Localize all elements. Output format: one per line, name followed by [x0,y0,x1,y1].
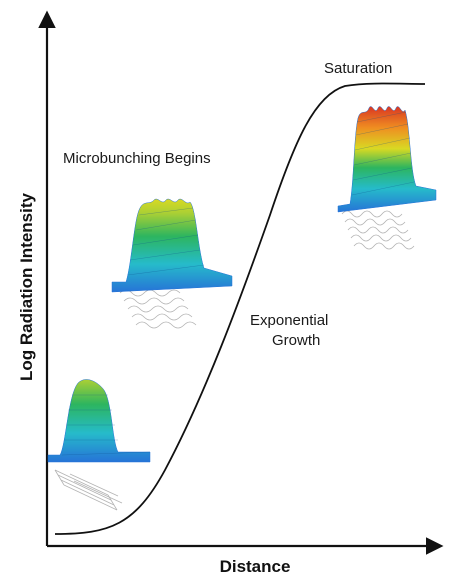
electron-bunch-mid [119,289,197,329]
beam-profile-low [47,379,151,511]
y-axis-title: Log Radiation Intensity [17,192,36,380]
microbunching-label: Microbunching Begins [63,150,211,167]
saturation-label: Saturation [324,60,392,77]
gain-curve [54,82,426,535]
exponential-label: Exponential [250,312,328,329]
growth-label: Growth [272,332,320,349]
x-axis-title: Distance [220,557,291,576]
beam-profile-high [337,106,437,250]
beam-profile-mid [111,198,233,329]
electron-bunch-high [341,210,415,250]
electron-bunch-low [54,469,123,511]
